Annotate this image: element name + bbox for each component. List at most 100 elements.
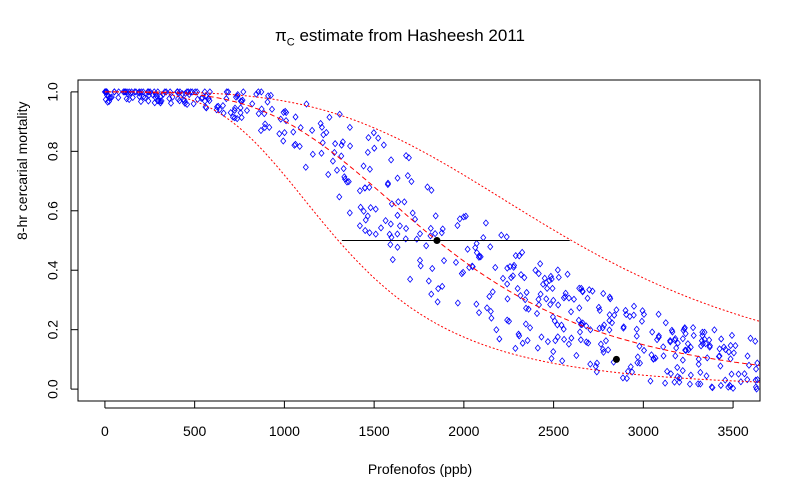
data-point xyxy=(417,230,424,238)
data-point xyxy=(189,88,196,96)
data-point xyxy=(647,377,654,385)
highlight-point xyxy=(433,237,441,244)
data-point xyxy=(356,187,363,195)
data-point xyxy=(370,129,377,137)
data-point xyxy=(747,334,754,342)
data-point xyxy=(460,213,467,221)
data-point xyxy=(107,94,114,102)
data-point xyxy=(754,359,760,367)
data-point xyxy=(548,354,555,363)
data-point xyxy=(681,324,688,332)
data-point xyxy=(668,326,675,334)
data-point xyxy=(223,88,230,96)
data-point xyxy=(660,352,667,360)
data-point xyxy=(703,372,710,380)
data-point xyxy=(754,375,760,384)
data-point xyxy=(718,335,725,343)
data-point xyxy=(456,215,463,223)
data-point xyxy=(728,370,735,378)
data-point xyxy=(341,173,348,181)
x-tick-label: 2000 xyxy=(448,423,479,439)
data-point xyxy=(752,337,759,345)
data-point xyxy=(544,284,551,293)
data-point xyxy=(509,272,516,280)
data-point xyxy=(697,380,704,388)
data-point xyxy=(336,110,343,118)
data-point xyxy=(667,338,674,346)
data-point xyxy=(206,97,213,105)
x-tick-label: 0 xyxy=(101,423,109,439)
data-point xyxy=(366,229,373,237)
data-point xyxy=(464,245,471,253)
data-point xyxy=(512,344,519,352)
data-point xyxy=(514,284,521,293)
data-point xyxy=(223,95,230,103)
data-point xyxy=(555,273,562,282)
data-point xyxy=(483,304,491,312)
data-point xyxy=(396,222,403,230)
data-point xyxy=(280,137,287,145)
data-point xyxy=(667,337,674,345)
data-point xyxy=(394,243,401,251)
x-tick-label: 1000 xyxy=(269,423,300,439)
data-point xyxy=(380,141,387,149)
data-point xyxy=(558,321,565,329)
data-point xyxy=(583,322,590,330)
data-point xyxy=(318,123,325,131)
data-point xyxy=(562,289,569,297)
data-point xyxy=(543,295,550,303)
data-point xyxy=(662,319,669,327)
data-point xyxy=(636,342,643,350)
data-point xyxy=(371,144,378,152)
data-point xyxy=(403,151,410,160)
data-point xyxy=(265,92,272,100)
data-point xyxy=(560,325,567,333)
data-point xyxy=(523,288,530,297)
data-point xyxy=(181,96,188,105)
data-point xyxy=(504,264,511,272)
data-point xyxy=(458,269,465,278)
data-point xyxy=(687,371,694,379)
data-point xyxy=(319,139,326,147)
data-point xyxy=(253,90,260,98)
data-point xyxy=(372,205,379,213)
data-point xyxy=(624,367,632,376)
data-point xyxy=(432,229,439,238)
data-point xyxy=(697,368,704,377)
data-point xyxy=(140,88,147,96)
data-point xyxy=(428,186,435,194)
data-point xyxy=(611,311,618,319)
data-point xyxy=(521,273,528,282)
data-point xyxy=(339,138,346,146)
data-point xyxy=(679,367,686,375)
data-point xyxy=(136,92,143,101)
data-point xyxy=(377,224,385,232)
data-point xyxy=(622,306,629,315)
data-point xyxy=(674,373,681,381)
data-point xyxy=(424,183,431,191)
data-point xyxy=(480,233,487,242)
data-point xyxy=(403,224,410,233)
data-point xyxy=(292,140,299,149)
data-point xyxy=(262,120,269,128)
data-point xyxy=(633,325,640,333)
data-point xyxy=(549,284,556,293)
data-point xyxy=(601,321,608,329)
data-point xyxy=(382,217,389,225)
data-point xyxy=(735,370,742,378)
data-point xyxy=(425,277,432,285)
data-point xyxy=(388,156,395,164)
data-point xyxy=(387,240,394,249)
data-point xyxy=(583,338,590,346)
data-point xyxy=(506,262,514,271)
data-point xyxy=(519,248,526,256)
data-point xyxy=(258,88,265,96)
data-point xyxy=(725,383,732,391)
data-point xyxy=(496,335,503,343)
data-point xyxy=(576,328,584,336)
data-point xyxy=(549,313,556,321)
data-point xyxy=(346,209,353,217)
data-point xyxy=(401,198,408,206)
data-point xyxy=(576,284,583,292)
data-point xyxy=(394,174,401,182)
